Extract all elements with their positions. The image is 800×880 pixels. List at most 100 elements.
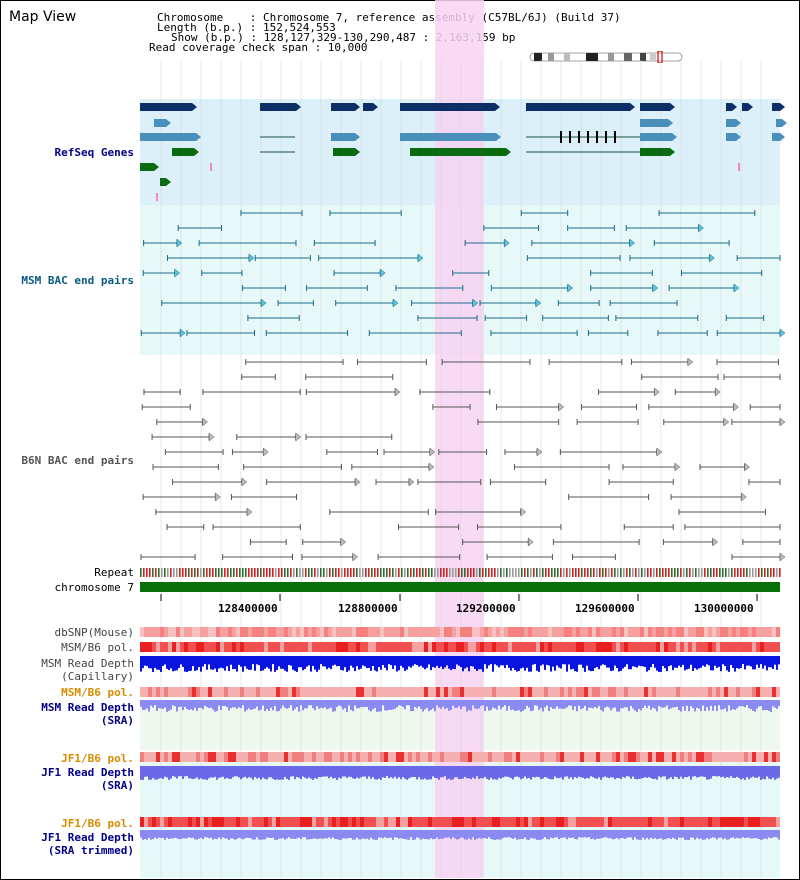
polymorphism-cell	[340, 642, 344, 652]
depth-bar	[314, 700, 316, 711]
polymorphism-cell	[296, 687, 300, 697]
repeat-mark	[566, 568, 568, 577]
repeat-mark	[368, 568, 370, 577]
depth-bar	[686, 656, 688, 670]
depth-bar	[668, 656, 670, 667]
polymorphism-cell	[732, 817, 736, 827]
depth-bar	[184, 766, 186, 777]
depth-bar	[776, 766, 778, 779]
polymorphism-cell	[368, 687, 372, 697]
depth-bar	[742, 700, 744, 707]
depth-bar	[462, 830, 464, 838]
depth-bar	[324, 766, 326, 777]
polymorphism-cell	[432, 752, 436, 762]
polymorphism-cell	[292, 752, 296, 762]
depth-bar	[206, 656, 208, 670]
depth-bar	[212, 830, 214, 840]
polymorphism-cell	[144, 627, 148, 637]
depth-bar	[730, 766, 732, 777]
depth-bar	[352, 700, 354, 712]
depth-bar	[626, 656, 628, 665]
bac-end-marker	[429, 447, 436, 457]
polymorphism-cell	[540, 627, 544, 637]
repeat-mark	[419, 568, 421, 577]
polymorphism-cell	[232, 817, 236, 827]
depth-bar	[194, 766, 196, 779]
polymorphism-cell	[628, 752, 632, 762]
polymorphism-cell	[480, 752, 484, 762]
bac-end-marker	[733, 402, 739, 412]
depth-bar	[728, 830, 730, 840]
depth-bar	[754, 656, 756, 670]
depth-bar	[272, 700, 274, 711]
depth-bar	[586, 656, 588, 666]
depth-bar	[414, 830, 416, 840]
polymorphism-cell	[244, 642, 248, 652]
polymorphism-cell	[424, 627, 428, 637]
polymorphism-cell	[276, 642, 280, 652]
polymorphism-cell	[312, 627, 316, 637]
depth-bar	[146, 656, 148, 667]
depth-bar	[640, 656, 642, 667]
depth-bar	[598, 700, 600, 706]
chromosome-ideogram[interactable]	[528, 51, 686, 63]
repeat-mark	[443, 568, 445, 577]
polymorphism-cell	[208, 817, 212, 827]
depth-bar	[694, 830, 696, 840]
depth-bar	[598, 830, 600, 839]
depth-bar	[352, 830, 354, 840]
polymorphism-cell	[628, 642, 632, 652]
gene-arrow	[496, 133, 501, 141]
depth-bar	[288, 830, 290, 838]
depth-bar	[270, 700, 272, 708]
depth-bar	[418, 766, 420, 778]
depth-bar	[474, 766, 476, 779]
depth-bar	[678, 766, 680, 779]
polymorphism-cell	[260, 687, 264, 697]
repeat-mark	[164, 568, 166, 577]
depth-bar	[332, 656, 334, 666]
polymorphism-cell	[148, 752, 152, 762]
depth-bar	[658, 766, 660, 777]
depth-bar	[564, 830, 566, 838]
polymorphism-cell	[760, 627, 764, 637]
polymorphism-cell	[428, 687, 432, 697]
polymorphism-cell	[760, 642, 764, 652]
depth-bar	[222, 830, 224, 838]
polymorphism-cell	[268, 752, 272, 762]
repeat-mark	[191, 568, 193, 577]
depth-bar	[226, 830, 228, 839]
depth-bar	[394, 830, 396, 838]
repeat-mark	[494, 568, 496, 577]
depth-bar	[752, 766, 754, 777]
depth-bar	[468, 700, 470, 710]
depth-bar	[452, 830, 454, 838]
depth-bar	[434, 656, 436, 668]
polymorphism-cell	[460, 752, 464, 762]
polymorphism-cell	[152, 627, 156, 637]
depth-bar	[694, 700, 696, 712]
polymorphism-cell	[324, 627, 328, 637]
depth-bar	[362, 830, 364, 839]
depth-bar	[596, 700, 598, 709]
depth-bar	[504, 830, 506, 838]
polymorphism-cell	[376, 687, 380, 697]
depth-bar	[648, 656, 650, 671]
depth-bar	[378, 656, 380, 668]
polymorphism-cell	[744, 627, 748, 637]
repeat-mark	[281, 568, 283, 577]
polymorphism-cell	[280, 752, 284, 762]
depth-bar	[704, 830, 706, 840]
depth-bar	[398, 700, 400, 706]
polymorphism-cell	[572, 752, 576, 762]
depth-bar	[298, 830, 300, 838]
depth-bar	[208, 830, 210, 839]
polymorphism-cell	[408, 752, 412, 762]
depth-bar	[378, 830, 380, 838]
depth-bar	[330, 656, 332, 670]
polymorphism-cell	[452, 627, 456, 637]
polymorphism-cell	[260, 642, 264, 652]
depth-bar	[750, 766, 752, 778]
polymorphism-cell	[768, 817, 772, 827]
